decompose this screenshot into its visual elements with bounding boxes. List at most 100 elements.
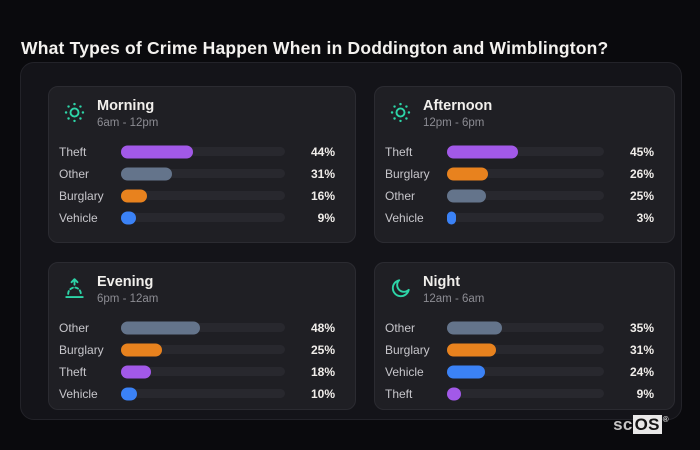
bar: [447, 145, 518, 159]
bar-track: [121, 343, 285, 357]
bar-row: Burglary 26%: [375, 163, 674, 185]
bar-track: [121, 321, 285, 335]
bar-row: Burglary 31%: [375, 339, 674, 361]
bar-value: 3%: [636, 210, 654, 225]
panel-title: Evening: [97, 274, 154, 290]
bar-label: Other: [59, 320, 90, 335]
bar-label: Other: [385, 320, 416, 335]
sunrise-icon: [62, 276, 86, 300]
bar: [121, 211, 136, 225]
bar-track: [447, 387, 604, 401]
bar-track: [121, 167, 285, 181]
panel-afternoon: Afternoon 12pm - 6pm Theft 45% Burglary …: [374, 86, 675, 243]
bar-row: Other 31%: [49, 163, 355, 185]
bar-row: Theft 45%: [375, 141, 674, 163]
bar-value: 44%: [310, 144, 335, 159]
panel-time-range: 6pm - 12am: [97, 292, 159, 305]
bar-track: [447, 321, 604, 335]
panel-title: Morning: [97, 98, 155, 114]
bar-value: 10%: [310, 386, 335, 401]
bar-value: 31%: [310, 166, 335, 181]
bar: [447, 189, 487, 203]
bar-label: Other: [59, 166, 90, 181]
panel-title: Afternoon: [423, 98, 493, 114]
panel-morning: Morning 6am - 12pm Theft 44% Other 31% B…: [48, 86, 356, 243]
page-title: What Types of Crime Happen When in Doddi…: [21, 37, 609, 58]
bar-row: Burglary 16%: [49, 185, 355, 207]
panel-night: Night 12am - 6am Other 35% Burglary 31% …: [374, 262, 675, 410]
bar-row: Other 35%: [375, 317, 674, 339]
bar-value: 25%: [629, 188, 654, 203]
bar: [447, 321, 502, 335]
bar-value: 45%: [629, 144, 654, 159]
bar-row: Vehicle 24%: [375, 361, 674, 383]
bar: [447, 343, 496, 357]
bar-label: Theft: [385, 386, 413, 401]
bar-row: Other 25%: [375, 185, 674, 207]
bar-label: Burglary: [385, 166, 430, 181]
bar-value: 9%: [636, 386, 654, 401]
bar-row: Other 48%: [49, 317, 355, 339]
panels-container: Morning 6am - 12pm Theft 44% Other 31% B…: [20, 62, 682, 420]
panel-header: Morning 6am - 12pm: [49, 87, 355, 129]
bar-track: [447, 365, 604, 379]
bar-label: Theft: [59, 144, 87, 159]
bar-row: Theft 18%: [49, 361, 355, 383]
bar: [447, 211, 456, 225]
bar-row: Theft 9%: [375, 383, 674, 405]
scos-logo-suffix: OS: [632, 415, 662, 434]
bar-label: Vehicle: [59, 210, 98, 225]
bar-track: [121, 365, 285, 379]
bar: [447, 387, 462, 401]
bar-track: [121, 145, 285, 159]
panel-header-text: Morning 6am - 12pm: [97, 98, 158, 129]
panel-time-range: 12pm - 6pm: [423, 116, 485, 129]
bar-label: Burglary: [385, 342, 430, 357]
bar-value: 24%: [629, 364, 654, 379]
bar-value: 48%: [310, 320, 335, 335]
bar-row: Theft 44%: [49, 141, 355, 163]
bar-value: 26%: [629, 166, 654, 181]
bar: [447, 365, 485, 379]
moon-icon: [388, 276, 412, 300]
bar-value: 18%: [310, 364, 335, 379]
panel-header-text: Evening 6pm - 12am: [97, 274, 158, 305]
scos-logo: sc OS ®: [613, 415, 669, 435]
bar-chart: Theft 45% Burglary 26% Other 25% Vehicle…: [375, 141, 674, 229]
panel-title: Night: [423, 274, 461, 290]
panel-evening: Evening 6pm - 12am Other 48% Burglary 25…: [48, 262, 356, 410]
bar-label: Burglary: [59, 342, 104, 357]
bar-track: [121, 387, 285, 401]
bar-value: 25%: [310, 342, 335, 357]
sun-icon: [62, 100, 86, 124]
bar-track: [121, 211, 285, 225]
bar-value: 9%: [317, 210, 335, 225]
bar-label: Burglary: [59, 188, 104, 203]
panel-header: Night 12am - 6am: [375, 263, 674, 305]
bar-value: 16%: [310, 188, 335, 203]
bar: [121, 387, 138, 401]
bar-label: Vehicle: [385, 364, 424, 379]
bar-label: Theft: [385, 144, 413, 159]
scos-logo-prefix: sc: [613, 415, 633, 434]
bar-label: Vehicle: [59, 386, 98, 401]
bar-value: 31%: [629, 342, 654, 357]
bar-row: Vehicle 10%: [49, 383, 355, 405]
bar-chart: Other 48% Burglary 25% Theft 18% Vehicle…: [49, 317, 355, 405]
bar-chart: Other 35% Burglary 31% Vehicle 24% Theft…: [375, 317, 674, 405]
bar-label: Vehicle: [385, 210, 424, 225]
bar-track: [121, 189, 285, 203]
bar-row: Burglary 25%: [49, 339, 355, 361]
bar: [121, 365, 151, 379]
bar-track: [447, 189, 604, 203]
panel-header: Afternoon 12pm - 6pm: [375, 87, 674, 129]
bar: [121, 189, 148, 203]
bar: [121, 167, 172, 181]
bar-label: Other: [385, 188, 416, 203]
bar-track: [447, 211, 604, 225]
bar: [121, 321, 200, 335]
bar-track: [447, 343, 604, 357]
panel-header-text: Afternoon 12pm - 6pm: [423, 98, 492, 129]
panel-header: Evening 6pm - 12am: [49, 263, 355, 305]
registered-trademark-icon: ®: [662, 415, 669, 424]
